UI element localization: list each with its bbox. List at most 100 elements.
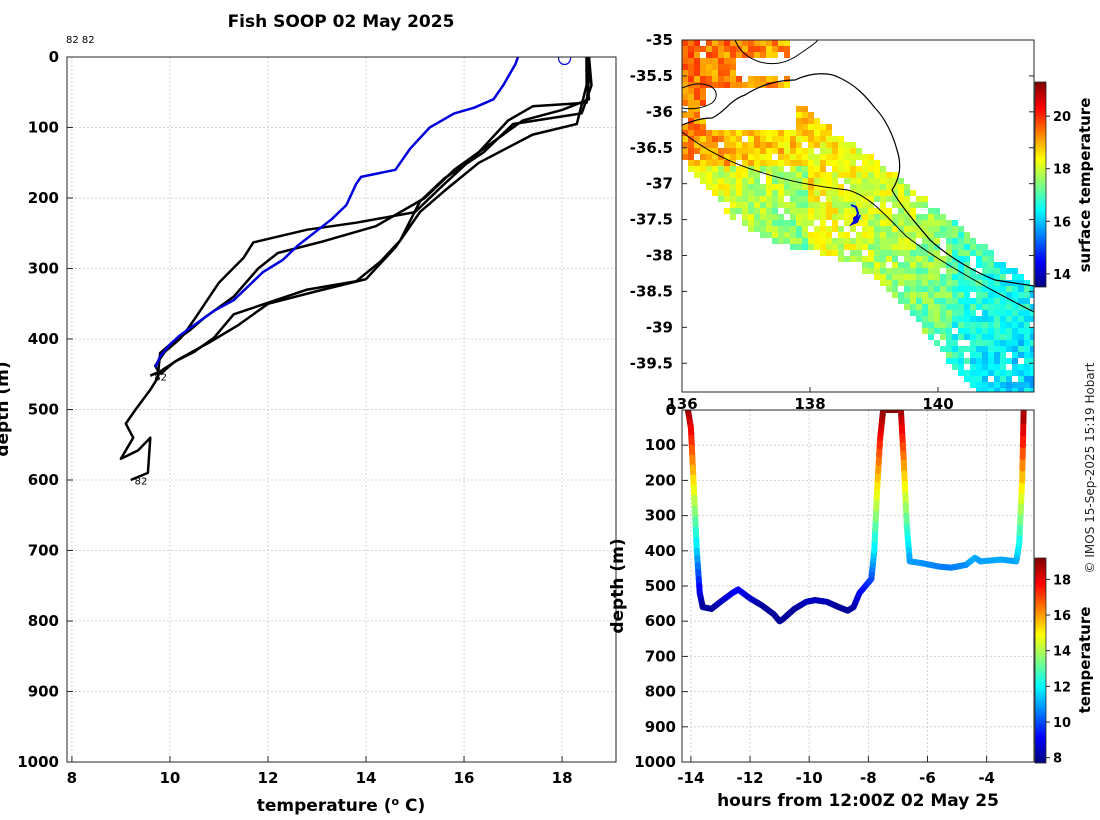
sst-cell [778,166,784,172]
sst-cell [940,286,946,292]
sst-cell [784,142,790,148]
sst-cell [784,178,790,184]
sst-cell [856,184,862,190]
coastline-gulf [682,83,717,110]
sst-cell [700,82,706,88]
sst-cell [682,70,688,76]
sst-cell [808,244,814,250]
sst-cell [748,178,754,184]
sst-cell [928,316,934,322]
sst-cell [1012,358,1018,364]
sst-cell [970,274,976,280]
sst-cell [1030,364,1034,370]
sst-cell [910,208,916,214]
sst-cell [802,106,808,112]
sst-cell [754,142,760,148]
sst-cell [718,130,724,136]
sst-cell [706,136,712,142]
sst-cell [772,208,778,214]
sst-cell [994,382,1000,388]
sst-cell [760,154,766,160]
sst-cell [994,298,1000,304]
sst-cell [910,268,916,274]
depth-ytick-label: 600 [645,612,676,630]
temperature-colorbar-tick-label: 12 [1053,680,1071,695]
sst-cell [730,178,736,184]
sst-cell [796,202,802,208]
sst-cell [874,214,880,220]
sst-cell [796,220,802,226]
sst-cell [964,262,970,268]
sst-cell [988,334,994,340]
sst-cell [1006,376,1012,382]
sst-cell [754,40,760,46]
sst-cell [1000,370,1006,376]
sst-cell [1024,322,1030,328]
sst-cell [736,178,742,184]
sst-cell [712,184,718,190]
sst-cell [694,82,700,88]
sst-cell [772,196,778,202]
sst-cell [1000,376,1006,382]
sst-cell [700,70,706,76]
sst-cell [976,346,982,352]
sst-cell [700,136,706,142]
sst-cell [820,142,826,148]
sst-cell [910,292,916,298]
sst-cell [904,190,910,196]
sst-cell [1000,280,1006,286]
sst-cell [748,82,754,88]
sst-cell [910,220,916,226]
sst-cell [682,130,688,136]
sst-cell [946,298,952,304]
sst-cell [952,262,958,268]
sst-cell [850,172,856,178]
sst-cell [958,334,964,340]
sst-cell [886,172,892,178]
sst-cell [724,196,730,202]
sst-cell [922,328,928,334]
sst-cell [724,76,730,82]
sst-cell [850,250,856,256]
sst-cell [892,292,898,298]
sst-cell [730,202,736,208]
sst-cell [808,190,814,196]
sst-cell [1024,352,1030,358]
sst-cell [988,274,994,280]
sst-cell [700,94,706,100]
sst-cell [856,190,862,196]
sst-cell [886,184,892,190]
profile-ytick-label: 700 [28,542,59,560]
sst-cell [778,238,784,244]
sst-cell [910,190,916,196]
sst-cell [814,202,820,208]
sst-cell [1006,286,1012,292]
sst-cell [730,142,736,148]
sst-cell [748,76,754,82]
profile-plot-area [67,57,616,762]
sst-cell [976,358,982,364]
sst-cell [808,178,814,184]
sst-cell [706,166,712,172]
sst-colorbar [1034,81,1047,288]
sst-cell [928,250,934,256]
sst-cell [718,58,724,64]
sst-cell [850,196,856,202]
sst-cell [874,160,880,166]
sst-cell [688,124,694,130]
sst-cell [778,142,784,148]
sst-cell [1018,334,1024,340]
sst-cell [742,196,748,202]
sst-cell [1006,358,1012,364]
sst-cell [1030,352,1034,358]
sst-cell [982,304,988,310]
sst-cell [1030,376,1034,382]
sst-cell [952,274,958,280]
sst-cell [934,256,940,262]
sst-cell [772,52,778,58]
sst-cell [994,358,1000,364]
sst-cell [814,208,820,214]
sst-cell [910,232,916,238]
sst-cell [730,76,736,82]
